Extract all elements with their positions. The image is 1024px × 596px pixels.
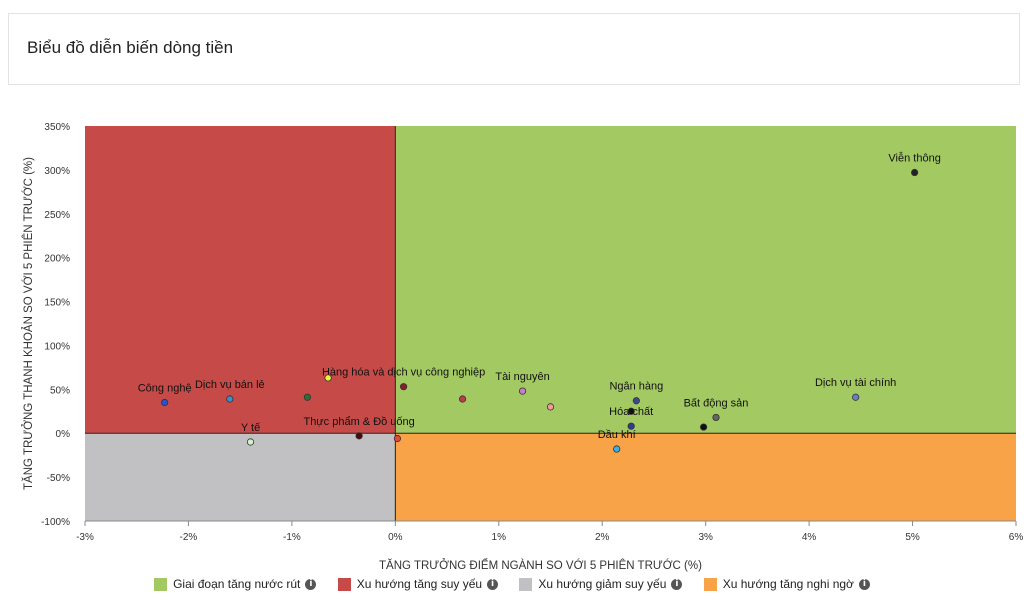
chart-legend: Giai đoạn tăng nước rút i Xu hướng tăng …	[0, 577, 1024, 594]
legend-label: Xu hướng giảm suy yếu	[538, 577, 667, 591]
data-point	[400, 383, 408, 391]
legend-swatch	[519, 577, 533, 591]
data-label: Dịch vụ tài chính	[815, 377, 896, 389]
y-tick-label: 350%	[44, 122, 70, 133]
quadrant-0	[395, 126, 1016, 434]
legend-label: Xu hướng tăng nghi ngờ	[722, 577, 854, 591]
money-flow-scatter-chart: -3% -2% -1% 0% 1% 2% 3% 4% 5% 6% -100% -50% 0% 50% 100…	[22, 122, 1024, 572]
x-tick-label: 1%	[492, 532, 507, 543]
data-label: Viễn thông	[888, 152, 940, 165]
y-tick-label: -50%	[47, 473, 70, 484]
data-point	[546, 403, 555, 411]
legend-item-weakening-up[interactable]: Xu hướng tăng suy yếu i	[337, 577, 499, 591]
data-label: Dịch vụ bán lẻ	[195, 379, 265, 391]
data-label: Y tế	[241, 422, 260, 434]
data-label: Bất động sản	[684, 397, 749, 409]
data-point	[226, 395, 234, 403]
data-label: Ngân hàng	[609, 381, 663, 393]
y-tick-label: 100%	[44, 341, 70, 352]
data-point	[458, 395, 467, 403]
x-tick-label: 5%	[905, 532, 920, 543]
x-tick-label: 2%	[595, 532, 610, 543]
data-point	[627, 407, 635, 415]
data-label: Dầu khí	[598, 429, 636, 441]
quadrant-1	[85, 126, 396, 434]
info-icon[interactable]: i	[671, 578, 683, 590]
title-card: Biểu đồ diễn biến dòng tiền	[8, 13, 1020, 85]
data-point	[246, 438, 255, 446]
y-tick-label: 250%	[44, 210, 70, 221]
data-point	[627, 422, 635, 430]
data-point	[324, 374, 332, 382]
data-point	[518, 387, 527, 395]
x-tick-label: 4%	[802, 532, 817, 543]
legend-item-doubtful-up[interactable]: Xu hướng tăng nghi ngờ i	[703, 577, 870, 591]
legend-swatch	[337, 577, 351, 591]
data-point	[303, 393, 312, 401]
data-point	[393, 434, 402, 443]
y-tick-label: 0%	[56, 429, 71, 440]
x-tick-label: 0%	[388, 532, 403, 543]
data-point	[911, 168, 919, 177]
x-tick-label: 6%	[1009, 532, 1024, 543]
x-tick-label: 3%	[698, 532, 713, 543]
info-icon[interactable]: i	[858, 578, 870, 590]
legend-item-weakening-down[interactable]: Xu hướng giảm suy yếu i	[519, 577, 683, 591]
x-axis-title: TĂNG TRƯỞNG ĐIỂM NGÀNH SO VỚI 5 PHIÊN TR…	[379, 559, 702, 572]
y-tick-label: 50%	[50, 385, 70, 396]
legend-swatch	[703, 577, 717, 591]
data-point	[613, 445, 621, 453]
data-label: Công nghệ	[138, 383, 192, 395]
data-label: Tài nguyên	[495, 371, 549, 383]
legend-label: Xu hướng tăng suy yếu	[356, 577, 483, 591]
data-point	[712, 413, 720, 422]
y-tick-label: 150%	[44, 298, 70, 309]
data-point	[852, 393, 860, 401]
legend-label: Giai đoạn tăng nước rút	[173, 577, 301, 591]
y-axis-title: TĂNG TRƯỞNG THANH KHOẢN SO VỚI 5 PHIÊN T…	[22, 157, 35, 490]
x-tick-label: -1%	[283, 532, 301, 543]
legend-swatch	[154, 577, 168, 591]
y-tick-label: 200%	[44, 254, 70, 265]
data-point	[355, 432, 363, 440]
quadrant-2	[85, 433, 396, 521]
page-title: Biểu đồ diễn biến dòng tiền	[27, 38, 234, 57]
data-label: Thực phẩm & Đồ uống	[303, 416, 414, 428]
data-point	[632, 397, 640, 405]
data-label: Hàng hóa và dịch vụ công nghiệp	[322, 367, 485, 379]
legend-item-sprint[interactable]: Giai đoạn tăng nước rút i	[154, 577, 317, 591]
y-tick-label: 300%	[44, 166, 70, 177]
x-tick-label: -3%	[76, 532, 94, 543]
data-point	[699, 423, 708, 431]
info-icon[interactable]: i	[487, 578, 499, 590]
data-point	[161, 398, 169, 407]
quadrant-3	[395, 433, 1016, 521]
x-tick-label: -2%	[180, 532, 198, 543]
info-icon[interactable]: i	[305, 578, 317, 590]
y-tick-label: -100%	[41, 517, 70, 528]
